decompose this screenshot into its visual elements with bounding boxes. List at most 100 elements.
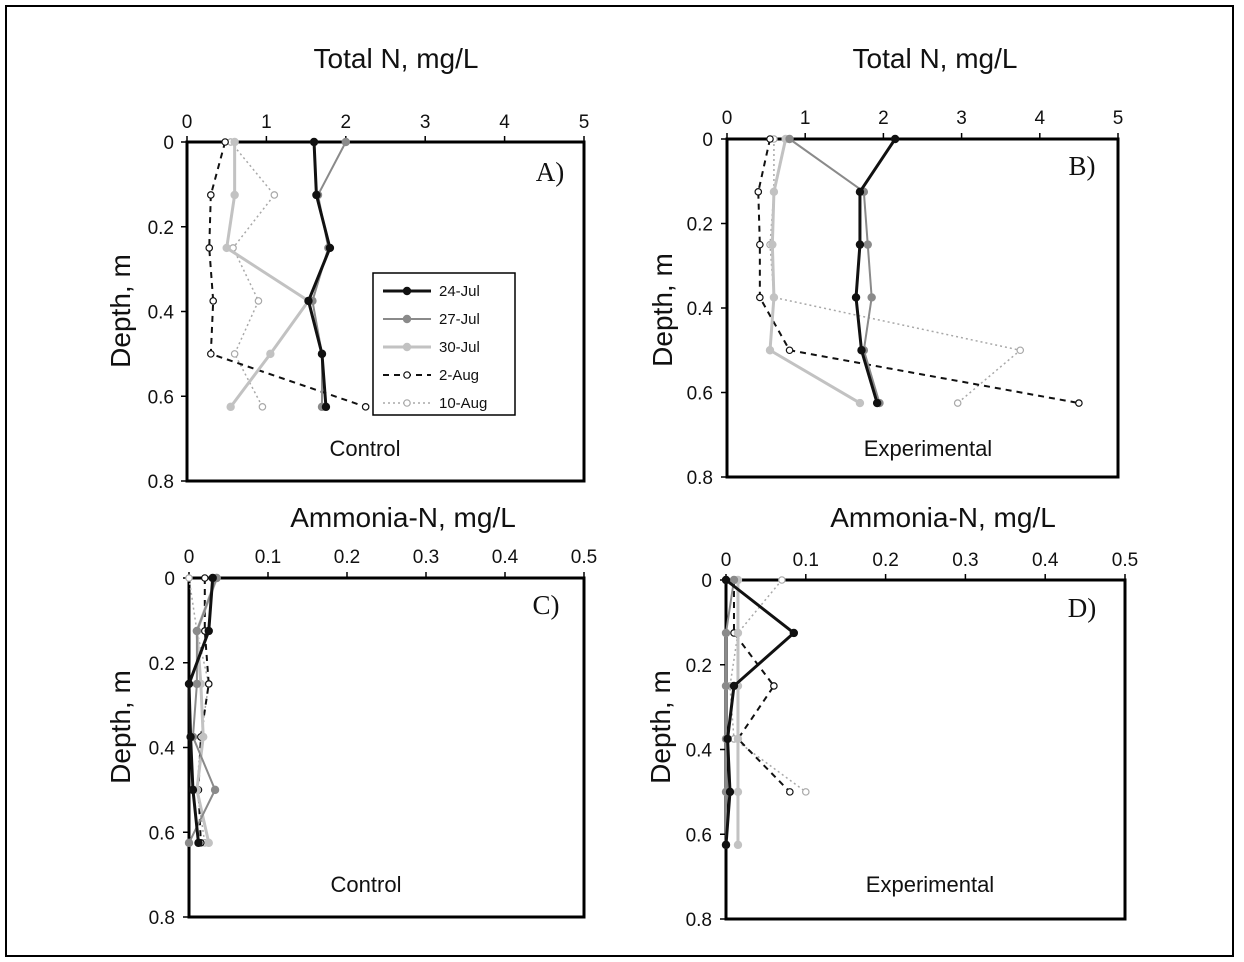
data-point [890,134,900,144]
y-tick-label: 0.2 [686,656,712,677]
series-24-Jul [304,137,335,412]
data-point [204,838,213,848]
series-30-Jul [222,137,313,412]
data-point [185,574,193,582]
series-line [187,577,215,843]
series-27-Jul [785,134,884,408]
data-point [733,628,743,638]
series-line [732,580,791,793]
data-point [863,240,872,249]
series-line [230,141,276,408]
x-tick-label: 0.1 [793,550,819,571]
y-tick-label: 0.2 [149,654,175,675]
series-line [306,141,332,407]
data-point [270,191,279,199]
data-point [733,840,743,850]
x-tick-label: 2 [878,108,889,129]
data-point [361,403,370,411]
data-point [867,293,876,302]
chart-title: Ammonia-N, mg/L [290,502,516,533]
y-tick-label: 0.4 [687,299,714,320]
x-tick-label: 1 [800,108,811,129]
data-point [199,732,208,742]
data-point [325,243,335,253]
y-tick-label: 0.2 [148,218,174,239]
y-tick-label: 0.2 [687,215,713,236]
y-tick-label: 0 [702,130,713,151]
x-tick-label: 0.4 [492,547,519,568]
panel-label: A) [536,157,565,187]
data-point [208,573,217,583]
y-tick-label: 0.6 [686,825,712,846]
data-point [184,679,194,689]
y-tick-label: 0 [701,571,712,592]
x-tick-label: 0.4 [1032,550,1059,571]
panel-label: C) [533,590,560,620]
data-point [321,402,331,412]
data-point [733,734,743,744]
series-line [854,138,897,404]
data-point [207,350,215,358]
data-point [312,190,321,200]
series-line [225,142,310,408]
data-point [341,137,350,147]
x-tick-label: 3 [956,108,967,129]
data-point [769,293,779,302]
data-point [258,403,267,411]
series-30-Jul [765,134,865,408]
data-point [723,734,732,744]
figure-frame [5,5,1234,957]
chart-panel-4: Ammonia-N, mg/L Depth, m 0 0.1 0.2 0.3 0.4 0.5 0… [645,502,1138,931]
y-tick-label: 0 [163,133,174,154]
series-24-Jul [184,573,217,848]
legend-marker [402,314,412,324]
series-line [195,577,219,844]
series-line [725,579,735,845]
data-point [789,628,799,638]
data-point [754,188,763,196]
data-point [765,346,775,355]
x-tick-label: 0 [721,550,732,571]
legend-label: 27-Jul [439,311,480,328]
series-2-Aug [754,135,1083,407]
data-point [1016,346,1025,355]
treatment-label: Control [331,872,402,897]
data-point [756,240,764,249]
x-tick-label: 0 [722,108,733,129]
data-point [209,297,218,305]
x-tick-label: 5 [579,112,590,133]
series-10-Aug [766,135,1025,407]
legend-marker [402,286,412,296]
data-point [230,137,239,147]
y-tick-label: 0.8 [686,910,712,931]
legend-label: 10-Aug [439,395,487,412]
data-point [210,785,220,795]
y-tick-label: 0.4 [149,739,176,760]
data-point [855,398,865,408]
data-point [317,349,327,359]
series-line [757,138,1080,405]
panel-label: D) [1068,593,1097,623]
chart-panel-2: Total N, mg/L Depth, m 0 1 2 3 4 5 0 0.2 0.4 0.6 0.8… [647,43,1123,489]
data-point [1075,399,1083,407]
data-point [769,187,779,197]
y-tick-label: 0.8 [148,472,174,493]
panel-label: B) [1069,151,1096,181]
y-axis-label: Depth, m [105,254,136,368]
x-tick-label: 0.2 [872,550,898,571]
y-tick-label: 0.6 [148,387,174,408]
data-point [201,574,209,582]
data-point [184,838,194,848]
legend-marker [402,342,412,352]
data-point [872,398,882,408]
x-tick-label: 2 [341,112,352,133]
data-point [801,788,810,796]
x-tick-label: 5 [1113,108,1124,129]
y-tick-label: 0.8 [149,908,175,929]
legend-label: 2-Aug [439,367,479,384]
data-point [721,840,731,850]
data-point [770,682,778,690]
chart-title: Total N, mg/L [314,43,479,74]
data-point [733,787,743,797]
